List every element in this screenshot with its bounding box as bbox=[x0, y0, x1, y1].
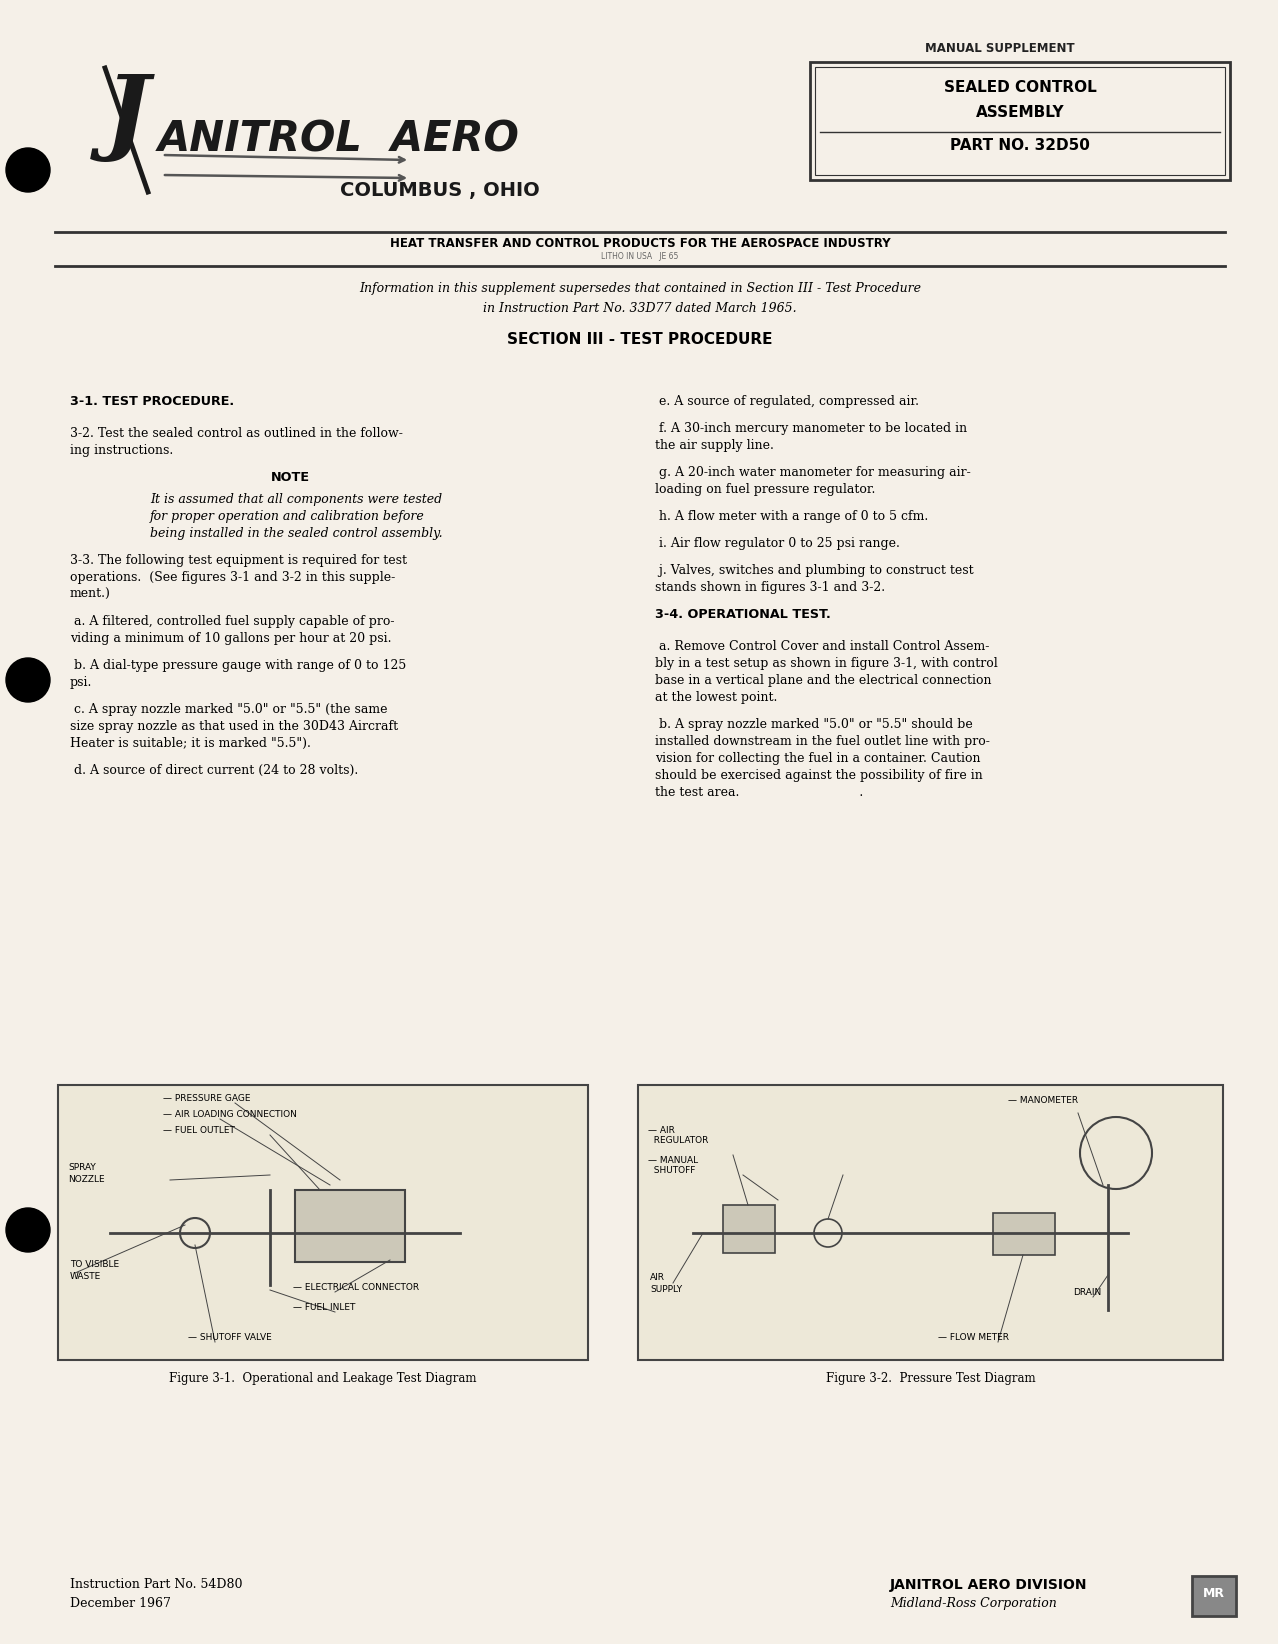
Text: operations.  (See figures 3-1 and 3-2 in this supple-: operations. (See figures 3-1 and 3-2 in … bbox=[70, 570, 395, 584]
Text: i. Air flow regulator 0 to 25 psi range.: i. Air flow regulator 0 to 25 psi range. bbox=[656, 538, 900, 551]
Text: December 1967: December 1967 bbox=[70, 1596, 171, 1609]
Text: a. A filtered, controlled fuel supply capable of pro-: a. A filtered, controlled fuel supply ca… bbox=[70, 615, 395, 628]
Text: c. A spray nozzle marked "5.0" or "5.5" (the same: c. A spray nozzle marked "5.0" or "5.5" … bbox=[70, 704, 387, 717]
Text: 3-3. The following test equipment is required for test: 3-3. The following test equipment is req… bbox=[70, 554, 406, 567]
Bar bbox=[810, 62, 1229, 179]
Text: a. Remove Control Cover and install Control Assem-: a. Remove Control Cover and install Cont… bbox=[656, 640, 989, 653]
Text: — FUEL INLET: — FUEL INLET bbox=[293, 1304, 355, 1312]
Text: — AIR
  REGULATOR: — AIR REGULATOR bbox=[648, 1126, 708, 1144]
Text: base in a vertical plane and the electrical connection: base in a vertical plane and the electri… bbox=[656, 674, 992, 687]
Bar bbox=[1192, 1577, 1236, 1616]
Bar bbox=[58, 1085, 588, 1360]
Text: Midland-Ross Corporation: Midland-Ross Corporation bbox=[889, 1596, 1057, 1609]
Bar bbox=[993, 1213, 1056, 1254]
Circle shape bbox=[6, 1208, 50, 1253]
Text: bly in a test setup as shown in figure 3-1, with control: bly in a test setup as shown in figure 3… bbox=[656, 658, 998, 671]
Text: MANUAL SUPPLEMENT: MANUAL SUPPLEMENT bbox=[925, 43, 1075, 54]
Text: h. A flow meter with a range of 0 to 5 cfm.: h. A flow meter with a range of 0 to 5 c… bbox=[656, 510, 928, 523]
Text: d. A source of direct current (24 to 28 volts).: d. A source of direct current (24 to 28 … bbox=[70, 764, 358, 778]
Text: SECTION III - TEST PROCEDURE: SECTION III - TEST PROCEDURE bbox=[507, 332, 773, 347]
Bar bbox=[638, 1085, 1223, 1360]
Text: b. A spray nozzle marked "5.0" or "5.5" should be: b. A spray nozzle marked "5.0" or "5.5" … bbox=[656, 718, 973, 732]
Text: Instruction Part No. 54D80: Instruction Part No. 54D80 bbox=[70, 1578, 243, 1591]
Text: NOZZLE: NOZZLE bbox=[68, 1175, 105, 1184]
Text: the test area.                              .: the test area. . bbox=[656, 786, 863, 799]
Text: at the lowest point.: at the lowest point. bbox=[656, 690, 777, 704]
Text: — MANOMETER: — MANOMETER bbox=[1008, 1097, 1079, 1105]
Text: ANITROL  AERO: ANITROL AERO bbox=[158, 118, 520, 159]
Text: 3-2. Test the sealed control as outlined in the follow-: 3-2. Test the sealed control as outlined… bbox=[70, 427, 403, 441]
Text: size spray nozzle as that used in the 30D43 Aircraft: size spray nozzle as that used in the 30… bbox=[70, 720, 399, 733]
Text: installed downstream in the fuel outlet line with pro-: installed downstream in the fuel outlet … bbox=[656, 735, 990, 748]
Text: J: J bbox=[105, 72, 150, 163]
Text: — FLOW METER: — FLOW METER bbox=[938, 1333, 1010, 1342]
Text: — PRESSURE GAGE: — PRESSURE GAGE bbox=[164, 1093, 250, 1103]
Text: It is assumed that all components were tested: It is assumed that all components were t… bbox=[150, 493, 442, 506]
Text: — MANUAL
  SHUTOFF: — MANUAL SHUTOFF bbox=[648, 1156, 698, 1175]
Text: Heater is suitable; it is marked "5.5").: Heater is suitable; it is marked "5.5"). bbox=[70, 737, 311, 750]
Text: ASSEMBLY: ASSEMBLY bbox=[975, 105, 1065, 120]
Text: stands shown in figures 3-1 and 3-2.: stands shown in figures 3-1 and 3-2. bbox=[656, 580, 886, 593]
Bar bbox=[723, 1205, 774, 1253]
Text: — FUEL OUTLET: — FUEL OUTLET bbox=[164, 1126, 235, 1134]
Text: DRAIN: DRAIN bbox=[1074, 1287, 1102, 1297]
Text: HEAT TRANSFER AND CONTROL PRODUCTS FOR THE AEROSPACE INDUSTRY: HEAT TRANSFER AND CONTROL PRODUCTS FOR T… bbox=[390, 237, 891, 250]
Text: psi.: psi. bbox=[70, 676, 92, 689]
Circle shape bbox=[6, 148, 50, 192]
Text: for proper operation and calibration before: for proper operation and calibration bef… bbox=[150, 510, 424, 523]
Text: ing instructions.: ing instructions. bbox=[70, 444, 174, 457]
Text: NOTE: NOTE bbox=[271, 470, 309, 483]
Text: SEALED CONTROL: SEALED CONTROL bbox=[943, 81, 1097, 95]
Text: MR: MR bbox=[1203, 1586, 1226, 1600]
Text: TO VISIBLE: TO VISIBLE bbox=[70, 1259, 119, 1269]
Text: SPRAY: SPRAY bbox=[68, 1162, 96, 1172]
Text: the air supply line.: the air supply line. bbox=[656, 439, 774, 452]
Text: ment.): ment.) bbox=[70, 589, 111, 602]
Text: — SHUTOFF VALVE: — SHUTOFF VALVE bbox=[188, 1333, 272, 1342]
Text: LITHO IN USA   JE 65: LITHO IN USA JE 65 bbox=[602, 252, 679, 261]
Text: — ELECTRICAL CONNECTOR: — ELECTRICAL CONNECTOR bbox=[293, 1282, 419, 1292]
Text: WASTE: WASTE bbox=[70, 1272, 101, 1281]
Text: loading on fuel pressure regulator.: loading on fuel pressure regulator. bbox=[656, 483, 875, 496]
Text: viding a minimum of 10 gallons per hour at 20 psi.: viding a minimum of 10 gallons per hour … bbox=[70, 631, 391, 644]
Text: f. A 30-inch mercury manometer to be located in: f. A 30-inch mercury manometer to be loc… bbox=[656, 423, 967, 436]
Text: — AIR LOADING CONNECTION: — AIR LOADING CONNECTION bbox=[164, 1110, 296, 1120]
Text: 3-4. OPERATIONAL TEST.: 3-4. OPERATIONAL TEST. bbox=[656, 608, 831, 621]
Text: Figure 3-2.  Pressure Test Diagram: Figure 3-2. Pressure Test Diagram bbox=[826, 1373, 1035, 1384]
Text: g. A 20-inch water manometer for measuring air-: g. A 20-inch water manometer for measuri… bbox=[656, 465, 971, 478]
Text: b. A dial-type pressure gauge with range of 0 to 125: b. A dial-type pressure gauge with range… bbox=[70, 659, 406, 672]
Bar bbox=[295, 1190, 405, 1263]
Text: Figure 3-1.  Operational and Leakage Test Diagram: Figure 3-1. Operational and Leakage Test… bbox=[169, 1373, 477, 1384]
Text: COLUMBUS , OHIO: COLUMBUS , OHIO bbox=[340, 181, 539, 201]
Text: in Instruction Part No. 33D77 dated March 1965.: in Instruction Part No. 33D77 dated Marc… bbox=[483, 302, 796, 316]
Text: vision for collecting the fuel in a container. Caution: vision for collecting the fuel in a cont… bbox=[656, 751, 980, 764]
Text: AIR: AIR bbox=[651, 1272, 665, 1282]
Bar bbox=[815, 67, 1226, 174]
Text: being installed in the sealed control assembly.: being installed in the sealed control as… bbox=[150, 528, 442, 539]
Circle shape bbox=[6, 658, 50, 702]
Text: should be exercised against the possibility of fire in: should be exercised against the possibil… bbox=[656, 769, 983, 783]
Text: e. A source of regulated, compressed air.: e. A source of regulated, compressed air… bbox=[656, 395, 919, 408]
Text: JANITROL AERO DIVISION: JANITROL AERO DIVISION bbox=[889, 1578, 1088, 1591]
Text: Information in this supplement supersedes that contained in Section III - Test P: Information in this supplement supersede… bbox=[359, 283, 921, 294]
Text: SUPPLY: SUPPLY bbox=[651, 1286, 682, 1294]
Text: j. Valves, switches and plumbing to construct test: j. Valves, switches and plumbing to cons… bbox=[656, 564, 974, 577]
Text: 3-1. TEST PROCEDURE.: 3-1. TEST PROCEDURE. bbox=[70, 395, 234, 408]
Text: PART NO. 32D50: PART NO. 32D50 bbox=[950, 138, 1090, 153]
